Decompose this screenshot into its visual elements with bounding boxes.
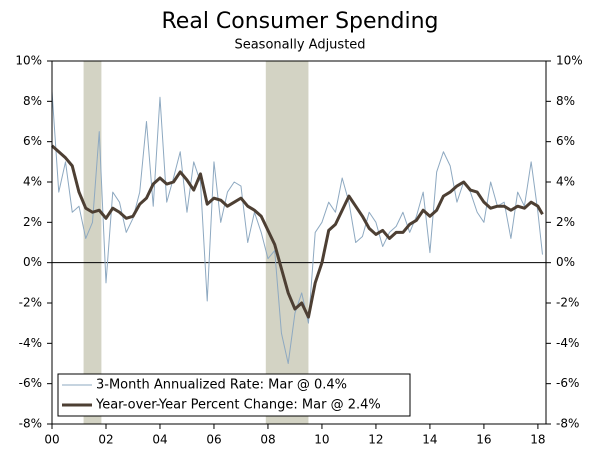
y-tick-label: -2% xyxy=(19,296,42,310)
y2-tick-label: 4% xyxy=(556,175,575,189)
x-tick-label: 00 xyxy=(44,433,59,447)
chart-subtitle: Seasonally Adjusted xyxy=(234,38,365,53)
x-tick-label: 06 xyxy=(206,433,221,447)
x-tick-label: 16 xyxy=(476,433,491,447)
chart-title: Real Consumer Spending xyxy=(162,9,439,34)
y2-tick-label: -4% xyxy=(556,336,579,350)
y2-tick-label: -8% xyxy=(556,417,579,431)
recession-shade xyxy=(83,61,102,424)
y2-tick-label: 10% xyxy=(556,54,583,68)
x-tick-label: 14 xyxy=(422,433,437,447)
y-tick-label: 4% xyxy=(23,175,42,189)
series-line xyxy=(50,144,544,319)
plot-frame xyxy=(51,60,547,425)
y2-tick-label: 8% xyxy=(556,94,575,108)
x-tick-label: 02 xyxy=(98,433,113,447)
x-tick-label: 18 xyxy=(530,433,545,447)
y-tick-label: 2% xyxy=(23,215,42,229)
y2-tick-label: 0% xyxy=(556,255,575,269)
y2-tick-label: -2% xyxy=(556,296,579,310)
y-tick-label: 10% xyxy=(15,54,42,68)
y-tick-label: -6% xyxy=(19,376,42,390)
x-tick-label: 04 xyxy=(152,433,167,447)
y-tick-label: -8% xyxy=(19,417,42,431)
y2-tick-label: 2% xyxy=(556,215,575,229)
legend-box xyxy=(57,373,411,417)
y-tick-label: 6% xyxy=(23,134,42,148)
y-tick-label: -4% xyxy=(19,336,42,350)
x-tick-label: 08 xyxy=(260,433,275,447)
y-tick-label: 0% xyxy=(23,255,42,269)
legend-label: Year-over-Year Percent Change: Mar @ 2.4… xyxy=(95,398,381,413)
y2-tick-label: -6% xyxy=(556,376,579,390)
legend-label: 3-Month Annualized Rate: Mar @ 0.4% xyxy=(96,378,347,393)
y2-tick-label: 6% xyxy=(556,134,575,148)
x-tick-label: 10 xyxy=(314,433,329,447)
y-tick-label: 8% xyxy=(23,94,42,108)
x-tick-label: 12 xyxy=(368,433,383,447)
